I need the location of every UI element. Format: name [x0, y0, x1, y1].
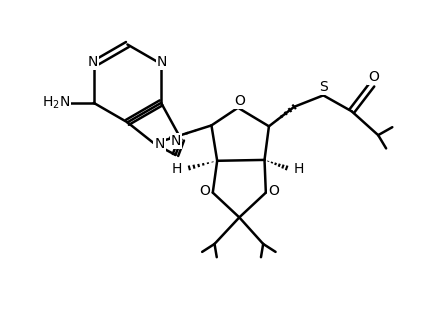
Text: H: H — [172, 162, 182, 176]
Text: O: O — [368, 70, 379, 84]
Text: O: O — [234, 94, 245, 108]
Text: O: O — [268, 184, 279, 198]
Text: N: N — [154, 137, 165, 151]
Text: N: N — [88, 55, 98, 69]
Text: N: N — [157, 55, 167, 69]
Text: N: N — [171, 134, 181, 148]
Text: S: S — [319, 81, 328, 95]
Text: O: O — [199, 184, 210, 198]
Text: H: H — [294, 162, 304, 176]
Text: H$_2$N: H$_2$N — [42, 95, 70, 111]
